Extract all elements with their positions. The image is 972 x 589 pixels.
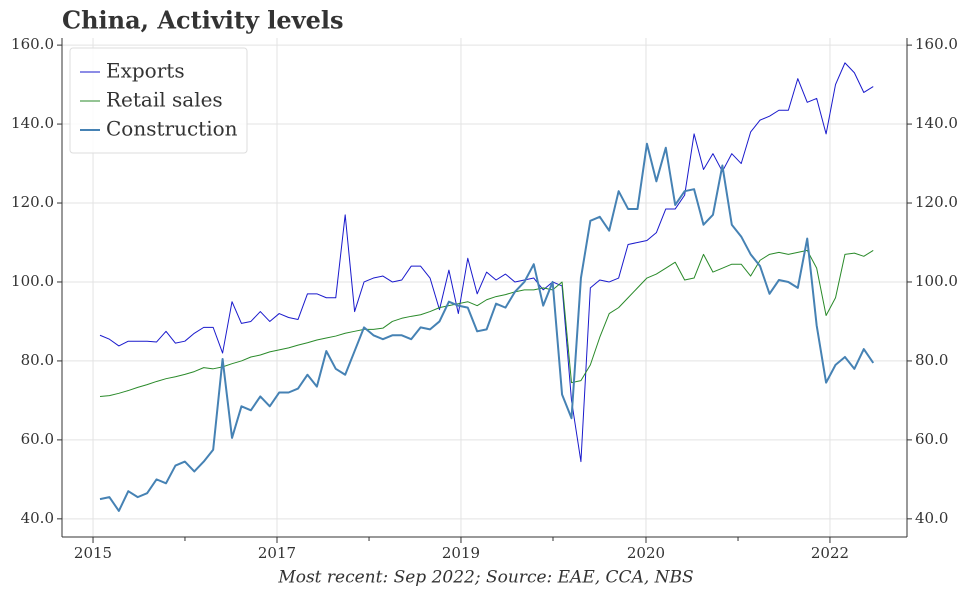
- y-tick-label-right: 80.0: [915, 351, 948, 369]
- legend-label: Exports: [106, 59, 185, 83]
- y-tick-label: 60.0: [21, 430, 54, 448]
- y-tick-label: 100.0: [11, 272, 54, 290]
- y-tick-label-right: 120.0: [915, 193, 958, 211]
- legend-box: [69, 47, 248, 154]
- chart-title: China, Activity levels: [62, 6, 344, 35]
- legend-label: Construction: [106, 117, 238, 141]
- legend-label: Retail sales: [106, 88, 223, 112]
- y-tick-label-right: 140.0: [915, 114, 958, 132]
- x-tick-label: 2022: [811, 544, 849, 562]
- y-tick-label-right: 100.0: [915, 272, 958, 290]
- series-line: [99, 249, 874, 397]
- x-tick-label: 2017: [258, 544, 296, 562]
- y-tick-label-right: 60.0: [915, 430, 948, 448]
- x-tick-label: 2019: [442, 544, 480, 562]
- y-tick-label: 40.0: [21, 509, 54, 527]
- series-line: [99, 142, 875, 512]
- footnote: Most recent: Sep 2022; Source: EAE, CCA,…: [277, 568, 693, 588]
- series-line: [99, 62, 874, 463]
- y-tick-label: 80.0: [21, 351, 54, 369]
- x-tick-label: 2020: [627, 544, 665, 562]
- y-tick-label-right: 40.0: [915, 509, 948, 527]
- y-tick-label: 160.0: [11, 35, 54, 53]
- y-tick-label-right: 160.0: [915, 35, 958, 53]
- y-tick-label: 120.0: [11, 193, 54, 211]
- y-tick-label: 140.0: [11, 114, 54, 132]
- x-tick-label: 2015: [74, 544, 112, 562]
